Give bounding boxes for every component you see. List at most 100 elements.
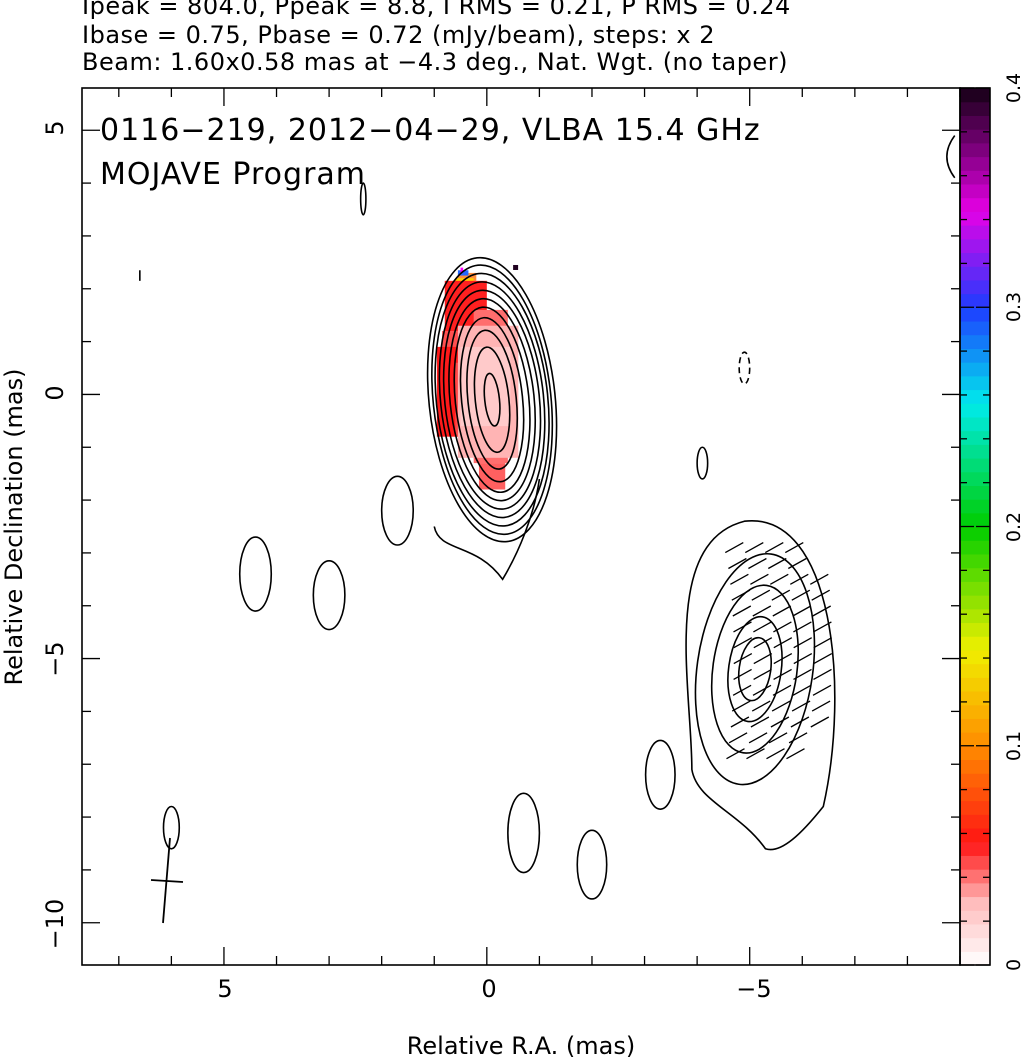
y-tick-label-minus5: −5 bbox=[41, 641, 69, 676]
evpa-vector bbox=[784, 542, 804, 554]
colorbar-step bbox=[960, 814, 990, 829]
colorbar-step bbox=[960, 800, 990, 815]
colorbar-step bbox=[960, 197, 990, 212]
x-tick-label-5: 5 bbox=[217, 975, 232, 1003]
core-contour bbox=[466, 329, 519, 470]
colorbar-step bbox=[960, 937, 990, 952]
noise-contour bbox=[507, 792, 541, 874]
evpa-vector bbox=[726, 748, 745, 760]
plot-area bbox=[139, 135, 956, 924]
evpa-vector bbox=[752, 605, 772, 617]
colorbar-step bbox=[960, 457, 990, 473]
colorbar-step bbox=[960, 183, 990, 199]
colorbar-step bbox=[960, 444, 990, 459]
core-contour-tail bbox=[433, 478, 541, 581]
evpa-vector bbox=[792, 605, 812, 617]
evpa-vector bbox=[764, 542, 784, 554]
evpa-vector bbox=[770, 716, 790, 728]
colorbar-step bbox=[960, 416, 990, 432]
polarization-peak-pixel bbox=[513, 264, 519, 270]
beam-minor-axis bbox=[150, 879, 184, 883]
evpa-vector bbox=[724, 542, 744, 554]
evpa-vector bbox=[768, 732, 788, 744]
x-axis-label: Relative R.A. (mas) bbox=[407, 1032, 635, 1060]
core-contour bbox=[473, 346, 511, 454]
colorbar-step bbox=[960, 430, 990, 445]
colorbar-step bbox=[960, 88, 990, 103]
source-annotation: 0116−219, 2012−04−29, VLBA 15.4 GHz bbox=[100, 113, 761, 148]
colorbar-step bbox=[960, 745, 990, 761]
colorbar-step bbox=[960, 663, 990, 678]
colorbar-step bbox=[960, 759, 990, 774]
noise-contour bbox=[359, 182, 367, 216]
evpa-vector bbox=[746, 748, 765, 760]
y-tick-label-5: 5 bbox=[41, 120, 69, 135]
y-tick-label-minus10: −10 bbox=[41, 899, 69, 950]
noise-contour bbox=[162, 805, 181, 850]
jet-contour bbox=[694, 552, 816, 786]
evpa-vector bbox=[728, 557, 747, 570]
evpa-vector bbox=[731, 589, 751, 601]
colorbar-step bbox=[960, 211, 990, 226]
evpa-vector bbox=[733, 668, 752, 680]
axis-ticks bbox=[82, 87, 990, 966]
jet-contour bbox=[710, 584, 800, 754]
evpa-vector bbox=[733, 653, 753, 665]
colorbar-step bbox=[960, 389, 990, 404]
colorbar-step bbox=[960, 170, 990, 185]
evpa-vector bbox=[813, 637, 833, 649]
colorbar-step bbox=[960, 238, 990, 254]
edge-contour bbox=[946, 135, 956, 179]
core-contour bbox=[426, 256, 558, 543]
colorbar-step bbox=[960, 841, 990, 856]
noise-contour bbox=[312, 560, 346, 631]
evpa-vector bbox=[787, 557, 807, 570]
colorbar-step bbox=[960, 375, 990, 391]
evpa-vector bbox=[790, 716, 810, 728]
colorbar-step bbox=[960, 307, 990, 322]
evpa-vector bbox=[773, 653, 793, 665]
colorbar-step bbox=[960, 649, 990, 665]
colorbar-step bbox=[960, 471, 990, 486]
evpa-vector bbox=[811, 700, 831, 712]
colorbar-step bbox=[960, 567, 990, 582]
evpa-vector bbox=[788, 732, 808, 744]
colorbar-step bbox=[960, 869, 990, 884]
evpa-vector bbox=[744, 542, 764, 554]
colorbar-step bbox=[960, 951, 990, 966]
plot-frame bbox=[81, 87, 961, 966]
evpa-vector bbox=[789, 573, 809, 585]
colorbar-step bbox=[960, 786, 990, 802]
colorbar-step bbox=[960, 896, 990, 911]
evpa-vector bbox=[753, 653, 773, 665]
noise-contour bbox=[696, 446, 709, 480]
evpa-vector bbox=[751, 700, 771, 712]
colorbar-step bbox=[960, 499, 990, 514]
evpa-vector bbox=[786, 748, 805, 760]
header-stats-line: Ipeak = 804.0, Ppeak = 8.8, I RMS = 0.21… bbox=[82, 0, 791, 20]
evpa-vector bbox=[810, 716, 830, 728]
jet-contour bbox=[727, 615, 783, 723]
colorbar-step bbox=[960, 279, 990, 295]
colorbar-step bbox=[960, 923, 990, 939]
evpa-vector bbox=[811, 589, 831, 601]
evpa-vector bbox=[793, 637, 813, 649]
colorbar-step bbox=[960, 403, 990, 418]
colorbar-step bbox=[960, 718, 990, 733]
colorbar-label-0.4: 0.4 bbox=[1003, 73, 1021, 103]
core-contour bbox=[483, 372, 501, 427]
colorbar-step bbox=[960, 827, 990, 843]
colorbar-step bbox=[960, 690, 990, 706]
evpa-vector bbox=[767, 557, 787, 570]
colorbar bbox=[960, 88, 990, 966]
program-annotation: MOJAVE Program bbox=[100, 157, 366, 192]
evpa-vector bbox=[753, 668, 772, 680]
evpa-vector bbox=[773, 621, 792, 633]
core-contour bbox=[438, 281, 546, 519]
evpa-vector bbox=[792, 684, 812, 696]
evpa-vector bbox=[766, 748, 785, 760]
evpa-vector bbox=[753, 637, 773, 649]
evpa-vector bbox=[812, 684, 832, 696]
colorbar-step bbox=[960, 115, 990, 130]
colorbar-step bbox=[960, 293, 990, 308]
